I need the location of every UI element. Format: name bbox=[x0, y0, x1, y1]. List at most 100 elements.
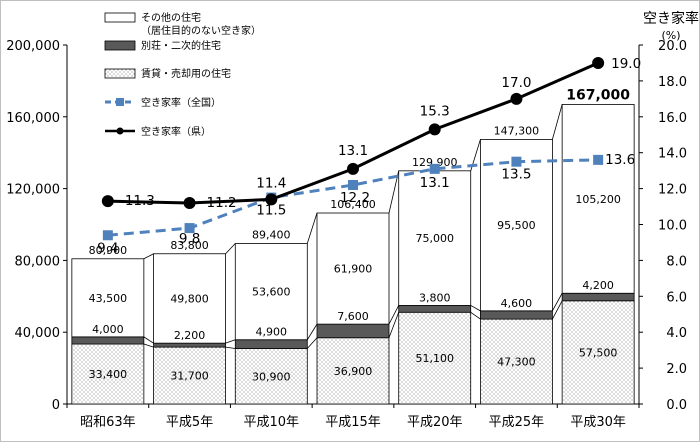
y-right-tick-label: 0.0 bbox=[666, 398, 687, 413]
prefecture-rate-marker bbox=[510, 92, 523, 105]
other-housing-segment bbox=[153, 253, 226, 344]
prefecture-rate-marker bbox=[592, 56, 605, 69]
series-connector-line bbox=[306, 212, 318, 244]
national-rate-label: 12.2 bbox=[340, 190, 370, 206]
national-rate-marker bbox=[429, 163, 440, 174]
national-rate-label: 11.5 bbox=[256, 203, 286, 219]
y-right-tick-label: 18.0 bbox=[658, 75, 687, 90]
series-connectors bbox=[143, 104, 563, 349]
prefecture-rate-label: 19.0 bbox=[611, 56, 641, 72]
legend-swatch-second-home bbox=[104, 40, 136, 51]
y-right-axis-unit: (%) bbox=[661, 29, 680, 42]
second-home-value-label: 7,600 bbox=[337, 310, 369, 323]
series-connector-line bbox=[470, 305, 481, 312]
series-connector-line bbox=[306, 323, 318, 340]
bar-total-label: 129,900 bbox=[412, 156, 458, 169]
rental-sale-segment bbox=[480, 318, 553, 405]
prefecture-rate-marker bbox=[347, 162, 359, 175]
bar-total-label: 147,300 bbox=[494, 124, 540, 137]
legend-label-national: 空き家率（全国） bbox=[141, 96, 221, 109]
rental-sale-segment bbox=[71, 343, 145, 405]
second-home-value-label: 4,000 bbox=[92, 323, 124, 336]
national-rate-marker bbox=[511, 156, 522, 167]
bar-total-label: 83,800 bbox=[170, 239, 209, 252]
y-left-tick-label: 40,000 bbox=[15, 326, 61, 341]
series-connector-line bbox=[388, 305, 400, 325]
other-housing-segment bbox=[234, 243, 308, 341]
series-connector-line bbox=[552, 300, 563, 320]
y-right-tick-label: 2.0 bbox=[666, 362, 687, 377]
legend-label-other-housing: その他の住宅 bbox=[141, 11, 201, 24]
second-home-value-label: 3,800 bbox=[419, 291, 451, 304]
prefecture-rate-marker bbox=[183, 196, 196, 209]
y-left-tick-label: 120,000 bbox=[6, 183, 60, 198]
series-connector-line bbox=[552, 104, 563, 140]
rental-sale-value-label: 36,900 bbox=[334, 365, 373, 378]
other-housing-value-label: 95,500 bbox=[497, 219, 536, 232]
legend: その他の住宅（居住目的のない空き家） 別荘・二次的住宅賃貸・売却用の住宅空き家率（… bbox=[104, 11, 261, 138]
second-home-segment bbox=[398, 305, 472, 313]
legend-label-rental-sale: 賃貸・売却用の住宅 bbox=[141, 67, 231, 80]
rental-sale-value-label: 57,500 bbox=[579, 346, 618, 359]
other-housing-value-label: 105,200 bbox=[575, 193, 621, 206]
legend-marker-prefecture bbox=[116, 127, 124, 135]
y-left-tick-label: 160,000 bbox=[6, 111, 60, 126]
rental-sale-segment bbox=[234, 348, 308, 405]
national-rate-label: 13.5 bbox=[501, 167, 531, 183]
y-right-tick-label: 14.0 bbox=[658, 147, 687, 162]
y-right-tick-label: 10.0 bbox=[658, 219, 687, 234]
second-home-segment bbox=[153, 342, 226, 348]
y-right-tick-label: 6.0 bbox=[666, 290, 687, 305]
segment-labels: 33,400 4,000 43,500 80,900 31,700 2,200 49,800… bbox=[89, 87, 631, 383]
y-left-tick-label: 0 bbox=[52, 398, 60, 413]
rental-sale-value-label: 47,300 bbox=[497, 356, 536, 369]
second-home-segment bbox=[316, 323, 390, 339]
prefecture-rate-label: 13.1 bbox=[338, 143, 368, 159]
bar-total-label: 80,900 bbox=[89, 244, 128, 257]
y-right-tick-label: 4.0 bbox=[666, 326, 687, 341]
x-tick-label: 昭和63年 bbox=[80, 415, 136, 430]
bars-layer bbox=[71, 104, 635, 405]
other-housing-segment bbox=[398, 170, 472, 306]
second-home-segment bbox=[234, 339, 308, 349]
series-connector-line bbox=[306, 337, 318, 349]
other-housing-value-label: 61,900 bbox=[334, 263, 373, 276]
second-home-value-label: 4,200 bbox=[582, 279, 614, 292]
series-connector-line bbox=[143, 343, 154, 348]
legend-label-prefecture: 空き家率（県） bbox=[141, 125, 211, 138]
x-tick-label: 平成20年 bbox=[407, 415, 463, 430]
y-right-axis-title: 空き家率 bbox=[643, 10, 699, 27]
bar-total-label: 106,400 bbox=[330, 198, 376, 211]
rate-lines-layer: 9.4 9.8 11.5 12.2 13.1 13.5 13.6 11.3 11.2 11.4 13… bbox=[97, 56, 641, 256]
axes-layer: 0 40,000 80,000 120,000 160,000 200,000 0.0 2.0… bbox=[6, 10, 699, 430]
prefecture-rate-marker bbox=[428, 123, 441, 136]
x-tick-label: 平成30年 bbox=[570, 415, 626, 430]
rental-sale-value-label: 31,700 bbox=[170, 370, 209, 383]
second-home-segment bbox=[561, 292, 635, 302]
other-housing-segment bbox=[561, 104, 635, 294]
y-right-tick-label: 12.0 bbox=[658, 183, 687, 198]
national-rate-marker bbox=[184, 223, 195, 234]
series-connector-line bbox=[225, 339, 236, 344]
second-home-segment bbox=[480, 310, 553, 320]
national-rate-marker bbox=[593, 154, 604, 165]
prefecture-rate-marker bbox=[265, 193, 278, 206]
y-right-tick-label: 20.0 bbox=[658, 39, 687, 54]
series-connector-line bbox=[388, 312, 400, 338]
x-tick-label: 平成25年 bbox=[489, 415, 545, 430]
bar-total-label: 89,400 bbox=[252, 229, 291, 242]
rental-sale-value-label: 51,100 bbox=[415, 352, 454, 365]
x-tick-label: 平成10年 bbox=[244, 415, 300, 430]
series-connector-line bbox=[225, 243, 236, 255]
legend-marker-national bbox=[116, 98, 124, 106]
legend-swatch-rental-sale bbox=[104, 68, 136, 79]
prefecture-rate-label: 11.2 bbox=[207, 195, 237, 211]
y-right-tick-label: 16.0 bbox=[658, 111, 687, 126]
other-housing-value-label: 49,800 bbox=[170, 292, 209, 305]
other-housing-value-label: 75,000 bbox=[415, 232, 454, 245]
series-connector-line bbox=[470, 311, 481, 320]
national-rate-label: 13.1 bbox=[420, 175, 450, 191]
bar-total-label: 167,000 bbox=[566, 87, 630, 103]
